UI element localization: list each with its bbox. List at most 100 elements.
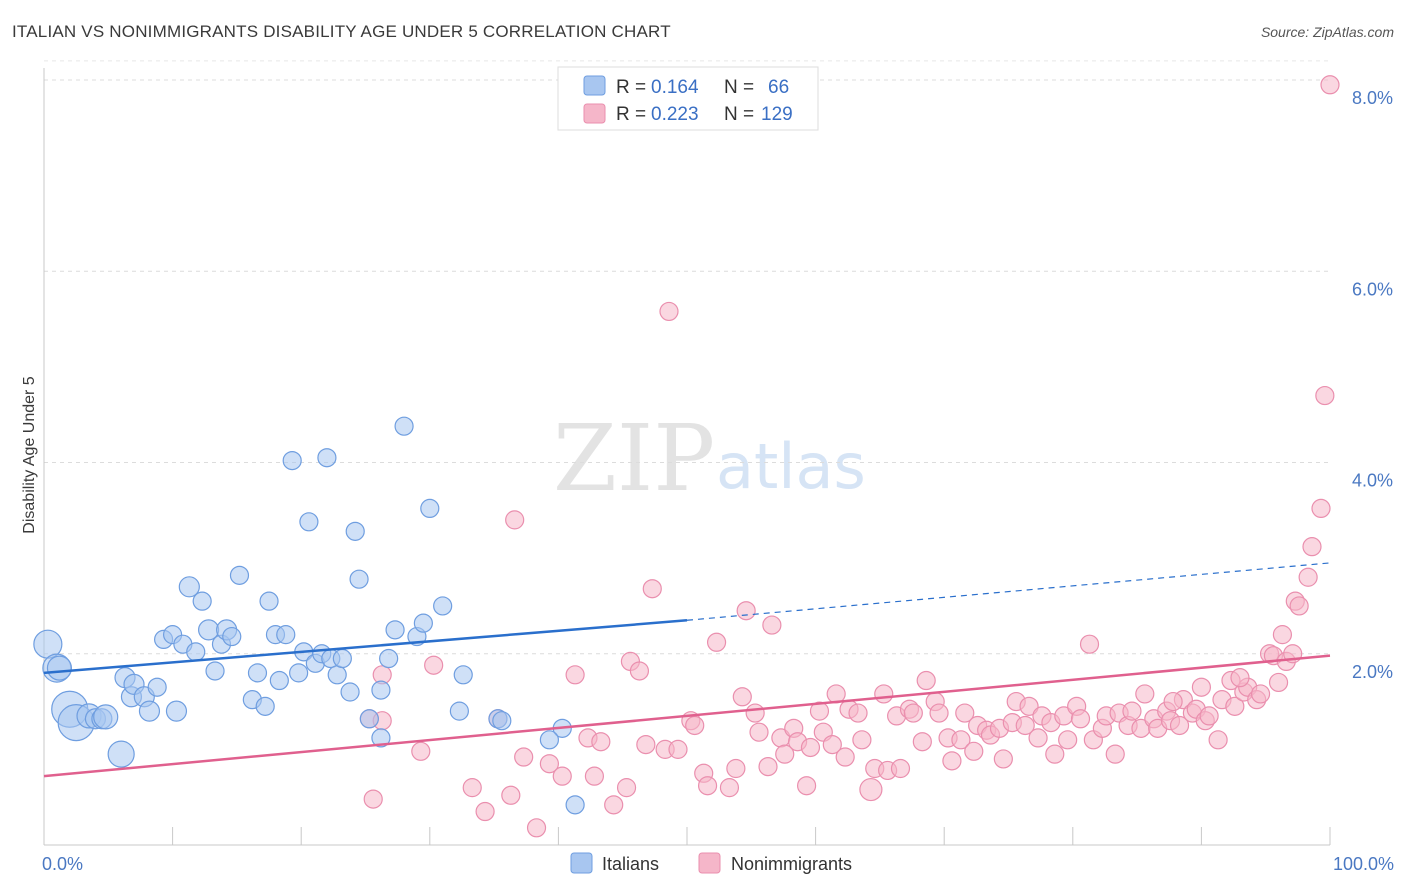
grid — [44, 60, 1330, 655]
italians-point-64 — [565, 795, 585, 815]
nonimmigrants-point-5 — [424, 655, 444, 675]
nonimmigrants-point-55 — [859, 777, 883, 802]
nonimmigrants-point-89 — [1079, 634, 1100, 654]
italians-point-31 — [255, 696, 275, 716]
italians-point-48 — [349, 569, 369, 589]
bottom-legend-italians: Italians — [602, 854, 659, 874]
italians-point-9 — [107, 740, 135, 768]
nonimmigrants-point-13 — [539, 754, 559, 774]
nonimmigrants-point-130 — [1163, 691, 1183, 712]
italians-point-45 — [332, 648, 352, 669]
legend-swatch-nonimmigrants — [583, 103, 606, 124]
bottom-legend-nonimmigrants: Nonimmigrants — [731, 854, 852, 874]
legend-r-label-nonimmigrants: R = — [616, 104, 646, 125]
italians-point-24 — [205, 661, 225, 681]
nonimmigrants-point-68 — [942, 751, 962, 771]
italians-point-42 — [317, 448, 337, 468]
y-tick-label-3: 8.0% — [1352, 88, 1393, 108]
nonimmigrants-point-6 — [462, 778, 482, 798]
x-tick-label-100: 100.0% — [1333, 854, 1394, 874]
nonimmigrants-point-15 — [565, 665, 585, 685]
nonimmigrants-point-31 — [697, 776, 718, 796]
nonimmigrants-point-9 — [501, 785, 521, 805]
nonimmigrants-point-37 — [745, 703, 765, 723]
watermark-zip: ZIP — [553, 405, 715, 512]
nonimmigrants-point-34 — [726, 758, 746, 779]
series-nonimmigrants-points — [359, 75, 1340, 838]
legend-n-value-nonimmigrants: 129 — [761, 104, 793, 125]
nonimmigrants-point-51 — [835, 747, 855, 767]
italians-point-61 — [492, 711, 512, 731]
nonimmigrants-point-96 — [1122, 701, 1142, 721]
nonimmigrants-point-93 — [1105, 744, 1125, 764]
nonimmigrants-point-46 — [800, 737, 821, 758]
italians-point-18 — [165, 700, 188, 722]
y-tick-label-1: 4.0% — [1352, 471, 1393, 491]
italians-point-58 — [449, 701, 469, 721]
nonimmigrants-point-26 — [659, 301, 679, 322]
nonimmigrants-point-10 — [505, 510, 525, 530]
nonimmigrants-point-109 — [1208, 730, 1228, 750]
y-axis-label: Disability Age Under 5 — [21, 376, 38, 534]
bottom-legend-swatch-italians — [570, 852, 593, 874]
nonimmigrants-point-132 — [1268, 672, 1289, 693]
nonimmigrants-point-36 — [736, 601, 756, 621]
nonimmigrants-point-38 — [749, 722, 769, 742]
italians-point-57 — [433, 596, 453, 616]
nonimmigrants-point-11 — [514, 747, 534, 767]
nonimmigrants-point-122 — [1289, 596, 1309, 616]
nonimmigrants-point-69 — [951, 730, 971, 750]
nonimmigrants-point-81 — [1028, 728, 1048, 748]
nonimmigrants-point-14 — [552, 766, 572, 786]
nonimmigrants-point-125 — [1311, 498, 1331, 518]
italians-point-32 — [259, 591, 279, 611]
legend-r-value-nonimmigrants: 0.223 — [651, 104, 699, 125]
legend-top: R = 0.164 N = 66 R = 0.223 N = 129 — [557, 66, 819, 131]
italians-point-53 — [394, 416, 414, 436]
nonimmigrants-point-42 — [775, 744, 795, 764]
nonimmigrants-point-54 — [852, 730, 872, 750]
nonimmigrants-point-35 — [732, 687, 752, 707]
y-tick-labels: 2.0% 4.0% 6.0% 8.0% — [1352, 88, 1393, 682]
nonimmigrants-point-40 — [762, 615, 782, 635]
italians-point-34 — [269, 670, 289, 691]
nonimmigrants-point-88 — [1070, 709, 1091, 729]
italians-point-35 — [276, 625, 296, 645]
italians-point-49 — [359, 709, 379, 729]
nonimmigrants-point-39 — [758, 756, 778, 777]
nonimmigrants-point-128 — [1230, 668, 1250, 688]
legend-n-label-nonimmigrants: N = — [724, 104, 754, 125]
italians-point-39 — [299, 512, 319, 532]
italians-point-47 — [345, 521, 365, 541]
italians-point-15 — [147, 677, 167, 697]
series-italians-points — [33, 416, 585, 815]
nonimmigrants-point-53 — [848, 703, 868, 723]
legend-n-label-italians: N = — [724, 77, 754, 98]
nonimmigrants-point-33 — [719, 778, 740, 798]
italians-point-59 — [453, 665, 473, 685]
nonimmigrants-point-17 — [584, 766, 605, 786]
x-tick-label-0: 0.0% — [42, 854, 83, 874]
nonimmigrants-point-45 — [796, 776, 817, 796]
legend-r-value-italians: 0.164 — [651, 77, 699, 98]
italians-trend-extension — [686, 562, 1331, 621]
nonimmigrants-point-22 — [629, 661, 650, 681]
italians-point-52 — [385, 620, 405, 640]
italians-point-36 — [282, 450, 302, 471]
nonimmigrants-point-123 — [1298, 567, 1318, 587]
italians-point-27 — [222, 626, 242, 647]
nonimmigrants-point-80 — [1019, 696, 1039, 716]
y-tick-label-2: 6.0% — [1352, 279, 1393, 299]
nonimmigrants-point-64 — [916, 670, 936, 691]
nonimmigrants-point-112 — [1225, 696, 1245, 716]
italians-point-22 — [192, 591, 212, 611]
italians-point-20 — [178, 576, 200, 598]
chart-title: ITALIAN VS NONIMMIGRANTS DISABILITY AGE … — [12, 22, 671, 41]
italians-point-50 — [371, 680, 391, 700]
nonimmigrants-point-66 — [929, 703, 949, 723]
nonimmigrants-point-129 — [1191, 677, 1212, 697]
nonimmigrants-point-62 — [903, 703, 923, 723]
italians-point-2 — [46, 655, 73, 681]
legend-swatch-italians — [583, 75, 606, 96]
